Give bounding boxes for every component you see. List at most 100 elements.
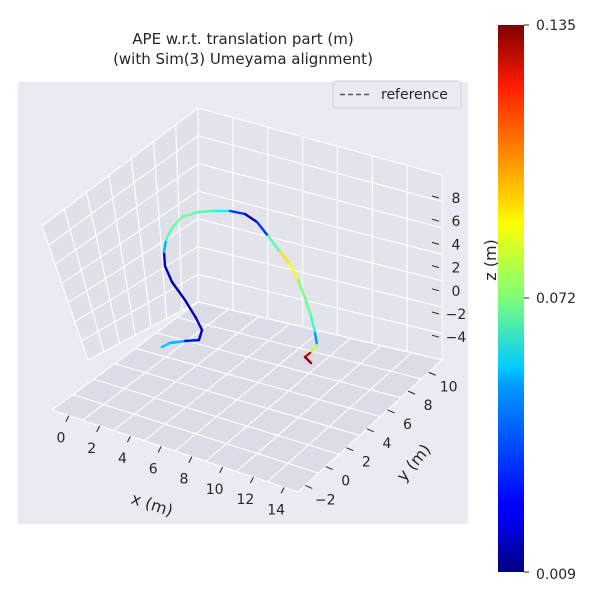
legend-box — [332, 80, 462, 109]
colorbar: 0.135 0.072 0.009 — [498, 18, 576, 583]
colorbar-label-mid: 0.072 — [536, 291, 576, 307]
trajectory-segment — [266, 234, 282, 254]
trajectory-segment — [162, 238, 168, 254]
trajectory-segment — [164, 226, 174, 242]
grid-line — [51, 409, 299, 493]
y-tick-mark — [346, 447, 354, 452]
z-tick-label: −4 — [446, 330, 467, 346]
trajectory-segment — [296, 278, 307, 300]
z-tick-label: 0 — [452, 284, 461, 300]
z-axis-label: z (m) — [481, 239, 500, 281]
z-tick-labels: 8 6 4 2 0 −2 −4 — [446, 191, 467, 346]
back-right-pane — [198, 108, 442, 360]
x-tick-mark — [219, 466, 224, 474]
x-tick-mark — [280, 487, 285, 494]
grid-line — [174, 330, 321, 452]
colorbar-label-max: 0.135 — [536, 18, 576, 34]
trajectory-segment — [183, 338, 201, 343]
x-tick-labels: 0 2 4 6 8 10 12 14 — [56, 431, 285, 519]
grid-line — [67, 218, 443, 304]
z-tick-mark — [431, 334, 440, 338]
trajectory-segment — [160, 341, 172, 349]
grid-line — [152, 141, 168, 319]
trajectory-segment — [196, 209, 217, 214]
trajectory-segment — [170, 280, 187, 302]
x-tick-label: 2 — [87, 441, 96, 457]
x-tick-mark — [126, 435, 131, 443]
x-tick-label: 6 — [149, 461, 158, 477]
trajectory-segment — [303, 296, 313, 318]
grid-line — [236, 345, 382, 472]
trajectory-segment — [243, 212, 259, 224]
grid-line — [48, 135, 443, 246]
legend: reference — [332, 80, 462, 109]
grid-line — [41, 225, 89, 361]
y-tick-label: −2 — [315, 492, 336, 508]
grid-line — [51, 301, 199, 411]
trajectory-segment — [197, 328, 204, 342]
y-tick-mark — [325, 466, 333, 471]
trajectory-segment — [288, 262, 300, 282]
grid-line — [205, 337, 351, 462]
y-tick-label: 8 — [424, 398, 433, 414]
chart-title-line-2: (with Sim(3) Umeyama alignment) — [113, 50, 373, 68]
grid-line — [297, 359, 443, 493]
trajectory-group — [160, 209, 319, 365]
grid-line — [74, 245, 443, 323]
grid-line — [135, 347, 381, 418]
grid-line — [197, 301, 443, 361]
y-tick-label: 2 — [362, 455, 371, 471]
y-tick-mark — [305, 484, 313, 489]
grid-line — [81, 273, 443, 342]
z-tick-label: 2 — [452, 261, 461, 277]
z-tick-label: −2 — [446, 307, 467, 323]
colorbar-label-min: 0.009 — [536, 567, 576, 583]
z-tick-mark — [431, 218, 440, 222]
trajectory-segment — [180, 210, 200, 219]
grid-line — [114, 363, 360, 436]
grid-line — [177, 316, 422, 380]
x-tick-label: 0 — [56, 431, 65, 447]
grid-line — [63, 208, 105, 352]
grid-line — [54, 162, 443, 265]
grid-line — [113, 316, 260, 431]
grid-line — [175, 124, 183, 311]
trajectory-segment — [313, 331, 319, 347]
grid-line — [143, 323, 290, 442]
chart-title-line-1: APE w.r.t. translation part (m) — [132, 30, 353, 48]
z-tick-mark — [431, 195, 440, 199]
trajectory-segment — [183, 298, 198, 320]
grid-line — [86, 192, 120, 344]
x-tick-label: 12 — [236, 492, 254, 508]
trajectory-segment — [255, 220, 270, 238]
x-tick-label: 14 — [267, 502, 285, 518]
legend-reference-label: reference — [381, 87, 448, 103]
x-tick-mark — [65, 415, 70, 422]
grid-line — [266, 352, 412, 483]
y-tick-mark — [366, 428, 375, 433]
trajectory-segment — [163, 264, 174, 284]
grid-line — [156, 332, 401, 399]
trajectory-segment — [168, 339, 187, 345]
x-tick-mark — [188, 456, 193, 463]
trajectory-segment — [303, 355, 313, 365]
z-tick-label: 4 — [452, 237, 461, 253]
grid-line — [130, 158, 152, 327]
grid-line — [108, 175, 136, 336]
y-tick-label: 10 — [440, 379, 458, 395]
trajectory-segment — [228, 209, 247, 216]
x-tick-mark — [96, 425, 101, 433]
y-tick-label: 0 — [341, 474, 350, 490]
trajectory-segment — [309, 314, 317, 335]
axis-tick-marks — [65, 195, 440, 494]
x-tick-label: 10 — [206, 482, 224, 498]
grid-line — [61, 190, 443, 284]
trajectory-segment — [308, 343, 319, 355]
z-tick-mark — [431, 241, 440, 245]
grid-line — [82, 308, 229, 421]
y-tick-mark — [428, 371, 436, 376]
grid-line — [72, 394, 319, 474]
y-tick-mark — [387, 409, 395, 414]
